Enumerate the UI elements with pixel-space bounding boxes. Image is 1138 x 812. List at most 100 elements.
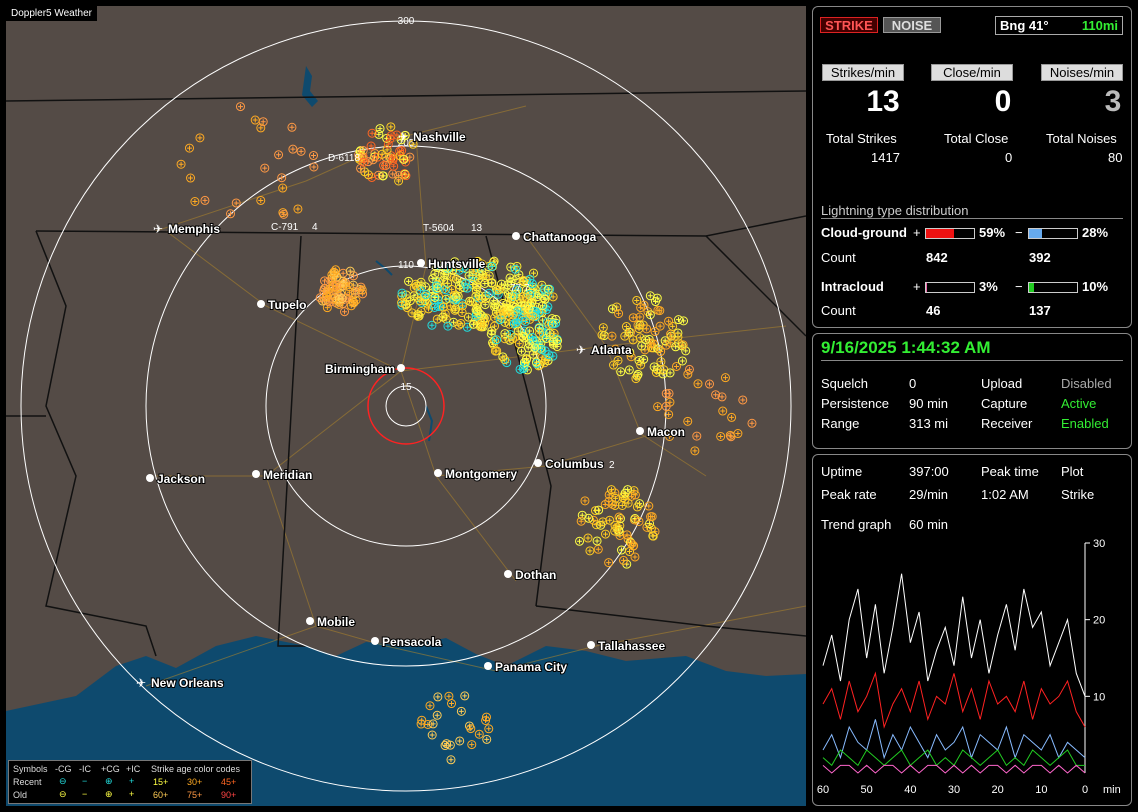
- city-label[interactable]: Montgomery: [444, 466, 518, 482]
- strike-marker-icon: [544, 350, 554, 360]
- strike-marker-icon: [619, 555, 629, 565]
- city-label[interactable]: Macon: [646, 424, 686, 440]
- strike-marker-icon: [200, 195, 210, 205]
- strike-marker-icon: [338, 281, 348, 291]
- city-label[interactable]: Memphis: [167, 221, 221, 237]
- strike-marker-icon: [584, 513, 594, 523]
- strike-marker-icon: [652, 293, 662, 303]
- strike-marker-icon: [468, 319, 478, 329]
- cell-labels: D-6118 C-791 T-5604 13 4 77 7 2: [271, 153, 615, 471]
- legend-age-60: 60+: [153, 790, 169, 800]
- strike-marker-icon: [628, 335, 638, 345]
- peak-rate-label: Peak rate: [821, 487, 877, 502]
- strike-marker-icon: [530, 343, 540, 353]
- storm-cell-label[interactable]: 13: [471, 223, 483, 234]
- legend-pos-cg-old-icon: ⊕: [105, 789, 113, 799]
- storm-cell-label[interactable]: D-6118: [328, 153, 360, 164]
- strike-marker-icon: [480, 318, 490, 328]
- trend-panel: Uptime 397:00 Peak time Plot Peak rate 2…: [812, 454, 1132, 806]
- strike-marker-icon: [490, 300, 500, 310]
- plot-value: Strike: [1061, 487, 1095, 502]
- city-label[interactable]: Panama City: [494, 659, 568, 675]
- strike-marker-icon: [421, 290, 431, 300]
- strike-marker-icon: [580, 496, 590, 506]
- strike-marker-icon: [487, 326, 497, 336]
- strike-marker-icon: [503, 310, 513, 320]
- storm-cell-label[interactable]: 4: [312, 222, 318, 233]
- lightning-map[interactable]: 300 205 110 15 D-6118 C-791 T-5604 13 4 77 7 2 ✈ Na…: [6, 6, 806, 806]
- legend-col-pos-cg: +CG: [101, 764, 120, 774]
- strike-marker-icon: [397, 288, 407, 298]
- storm-cell-label[interactable]: 7: [524, 283, 530, 294]
- strike-marker-icon: [260, 163, 270, 173]
- strike-marker-icon: [541, 334, 551, 344]
- strike-marker-icon: [607, 304, 617, 314]
- trend-label: Trend graph: [821, 517, 892, 532]
- strike-indicator[interactable]: STRIKE: [820, 17, 878, 33]
- storm-cell-label[interactable]: T-5604: [423, 223, 455, 234]
- cg-positive-bar: [925, 228, 975, 239]
- strike-marker-icon: [614, 512, 624, 522]
- strike-marker-icon: [440, 285, 450, 295]
- range-label: 300: [398, 16, 415, 27]
- city-label[interactable]: Columbus: [544, 456, 605, 472]
- strikes-per-min-value: 13: [866, 85, 900, 118]
- peak-time-value: 1:02 AM: [981, 487, 1029, 502]
- uptime-value: 397:00: [909, 464, 949, 479]
- strike-marker-icon: [612, 523, 622, 533]
- strike-marker-icon: [624, 365, 634, 375]
- city-label[interactable]: Atlanta: [590, 342, 633, 358]
- cg-positive-fill: [926, 229, 955, 238]
- strike-marker-icon: [665, 368, 675, 378]
- strike-marker-icon: [443, 278, 453, 288]
- city-label[interactable]: Tupelo: [267, 297, 307, 313]
- strike-marker-icon: [518, 364, 528, 374]
- strike-marker-icon: [315, 293, 325, 303]
- strike-marker-icon: [453, 260, 463, 270]
- noise-indicator[interactable]: NOISE: [883, 17, 941, 33]
- strike-marker-icon: [519, 333, 529, 343]
- strike-marker-icon: [451, 292, 461, 302]
- city-label[interactable]: Dothan: [514, 567, 557, 583]
- strike-marker-icon: [331, 280, 341, 290]
- city-label[interactable]: Pensacola: [381, 634, 443, 650]
- city-label[interactable]: Meridian: [262, 467, 313, 483]
- city-label[interactable]: Huntsville: [427, 256, 487, 272]
- city-label[interactable]: Birmingham: [324, 361, 396, 377]
- ic-count-label: Count: [821, 303, 856, 318]
- storm-cell-label[interactable]: C-791: [271, 222, 299, 233]
- city-dot-icon: [146, 474, 154, 482]
- strike-marker-icon: [634, 516, 644, 526]
- city-label[interactable]: Tallahassee: [597, 638, 666, 654]
- strike-marker-icon: [525, 274, 535, 284]
- legend-pos-ic-old-icon: +: [129, 789, 135, 799]
- ic-negative-pct: 10%: [1082, 279, 1109, 294]
- city-label[interactable]: Mobile: [316, 614, 356, 630]
- strike-marker-icon: [405, 296, 415, 306]
- city-label[interactable]: Chattanooga: [522, 229, 598, 245]
- city-label[interactable]: Jackson: [156, 471, 206, 487]
- strike-marker-icon: [383, 139, 393, 149]
- city-label[interactable]: New Orleans: [150, 675, 225, 691]
- legend-age-title: Strike age color codes: [151, 764, 241, 774]
- strike-marker-icon: [344, 282, 354, 292]
- total-strikes-value: 1417: [871, 150, 900, 165]
- strike-marker-icon: [543, 284, 553, 294]
- strike-marker-icon: [506, 277, 516, 287]
- close-per-min-value: 0: [994, 85, 1012, 118]
- strike-marker-icon: [374, 170, 384, 180]
- strike-marker-icon: [427, 320, 437, 330]
- ic-positive-count: 46: [926, 303, 941, 318]
- strike-marker-icon: [655, 321, 665, 331]
- storm-cell-label[interactable]: 77: [510, 283, 522, 294]
- strike-marker-icon: [277, 173, 287, 183]
- storm-cell-label[interactable]: 2: [609, 460, 615, 471]
- strike-marker-icon: [226, 209, 236, 219]
- strike-marker-icon: [520, 316, 530, 326]
- strike-marker-icon: [549, 328, 559, 338]
- city-label[interactable]: Nashville: [412, 129, 467, 145]
- strike-marker-icon: [388, 155, 398, 165]
- trend-graph: 30 20 10 60 50 40 30 20 10 0 min: [817, 538, 1121, 796]
- strike-marker-icon: [716, 431, 726, 441]
- strike-marker-icon: [537, 301, 547, 311]
